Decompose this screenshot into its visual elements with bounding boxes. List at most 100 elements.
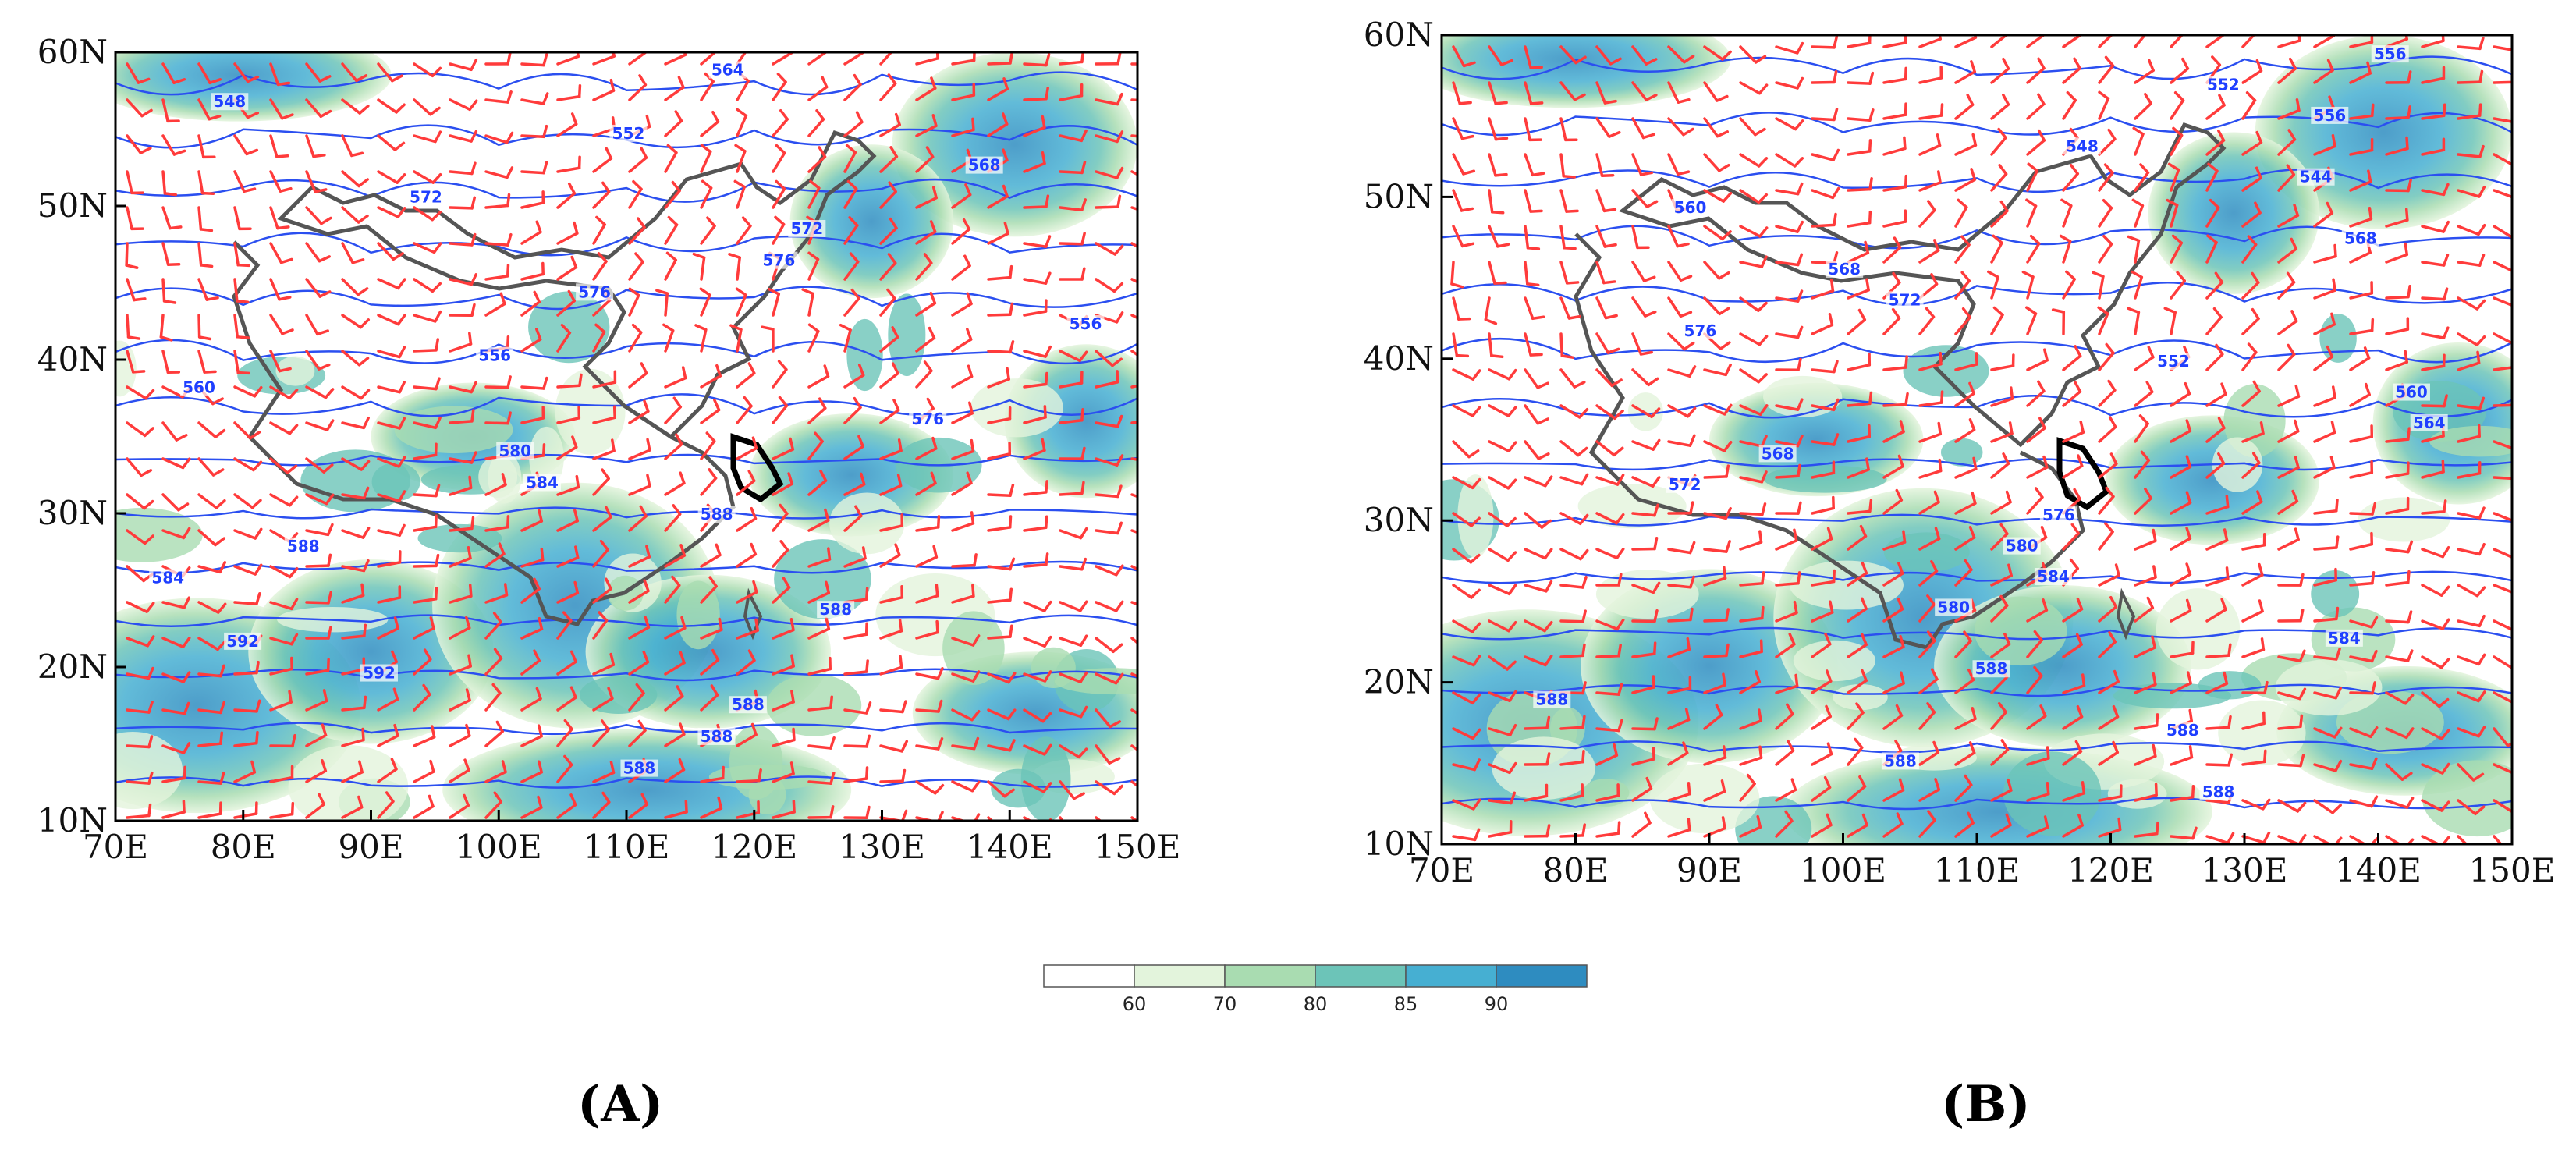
wind-barb [269,421,292,435]
wind-barb-flag [742,38,750,46]
contour-label-bg [1681,321,1719,339]
wind-barb [1739,332,1762,346]
wind-barb [1918,249,1940,264]
contour-label-bg [697,727,736,745]
wind-barb-flag [2295,98,2301,112]
wind-barb [700,658,720,676]
wind-barb-flag [595,215,606,226]
contour-label: 556 [2374,44,2407,63]
wind-barb [413,98,432,116]
wind-barb [1775,684,1799,694]
wind-barb [1059,94,1084,101]
wind-barb-flag [2441,545,2450,559]
wind-barb-flag [1975,352,1978,366]
wind-barb [449,594,473,604]
wind-barb-flag [968,401,974,415]
wind-barb [1703,756,1727,766]
wind-barb-flag [1545,824,1551,838]
wind-barb [1954,363,1978,371]
wind-barb [2349,471,2374,479]
wind-barb-flag [1899,420,1905,434]
wind-barb [2205,139,2226,156]
wind-barb-flag [2217,452,2226,465]
contour-label: 588 [623,759,656,778]
wind-barb [2062,643,2083,658]
y-tick-label: 50N [1364,177,1434,215]
wind-barb [449,420,474,424]
wind-barb [556,166,581,173]
wind-barb [1130,206,1137,211]
wind-barb-flag [775,144,786,154]
wind-barb [2134,204,2145,228]
height-contour [115,614,1137,628]
wind-barb [233,278,239,303]
wind-barb [1918,711,1936,730]
wind-barb-flag [1688,541,1696,555]
wind-barb [341,706,366,712]
wind-barb-flag [1868,177,1873,191]
y-tick-label: 20N [37,648,108,686]
wind-barb-flag [318,255,331,263]
wind-barb [1847,364,1872,371]
colorbar-label: 80 [1304,993,1328,1015]
wind-barb-flag [567,289,576,303]
wind-barb [2349,357,2371,371]
wind-barb [2421,189,2446,197]
wind-barb-flag [2511,667,2512,670]
height-contour [1442,458,2512,471]
wind-barb [126,314,130,339]
wind-barb-flag [2475,299,2486,311]
wind-barb [1703,45,1724,61]
wind-barb-flag [183,765,186,780]
wind-barb-flag [2069,127,2079,140]
wind-barb-flag [2212,307,2223,319]
wind-barb [951,94,976,101]
wind-barb-flag [2003,23,2008,33]
wind-barb [377,529,402,537]
wind-barb-flag [1617,719,1623,733]
wind-barb-flag [930,471,937,485]
wind-barb [2170,133,2184,156]
wind-barb-flag [1641,133,1655,140]
wind-barb [592,381,617,389]
wind-barb [1595,512,1618,525]
wind-barb-flag [2218,94,2226,107]
wind-barb-flag [1529,101,1544,105]
wind-barb [879,408,900,424]
wind-barb-flag [1560,354,1574,359]
wind-barb [1488,81,1497,105]
wind-barb-flag [679,651,686,665]
wind-barb-flag [1938,458,1943,473]
wind-barb-flag [2516,468,2519,479]
wind-barb [1559,726,1584,730]
wind-barb-flag [2042,455,2049,469]
wind-barb [484,242,509,247]
wind-barb-flag [470,161,477,176]
wind-barb-flag [355,74,368,83]
wind-barb-flag [467,546,472,560]
wind-barb [1559,296,1571,320]
wind-barb [2170,35,2184,48]
wind-barb [807,257,820,281]
wind-barb-flag [2152,672,2157,687]
wind-barb-flag [2039,704,2047,718]
wind-barb [843,670,868,676]
wind-barb-flag [1758,708,1762,722]
wind-barb [1595,332,1610,354]
wind-barb-flag [594,323,606,334]
wind-barb-flag [291,733,296,748]
wind-barb-flag [435,553,440,568]
wind-barb [2098,680,2120,694]
wind-barb-flag [2328,95,2335,109]
wind-barb-flag [1008,515,1013,529]
wind-barb-flag [2227,715,2232,729]
wind-barb [1559,619,1584,623]
wind-barb [843,151,857,173]
wind-barb [1739,782,1756,802]
wind-barb [1130,780,1137,788]
wind-barb [2493,225,2512,240]
wind-barb [664,151,678,173]
wind-barb [2062,715,2084,730]
wind-barb [2026,102,2046,120]
wind-barb-flag [2406,649,2414,662]
